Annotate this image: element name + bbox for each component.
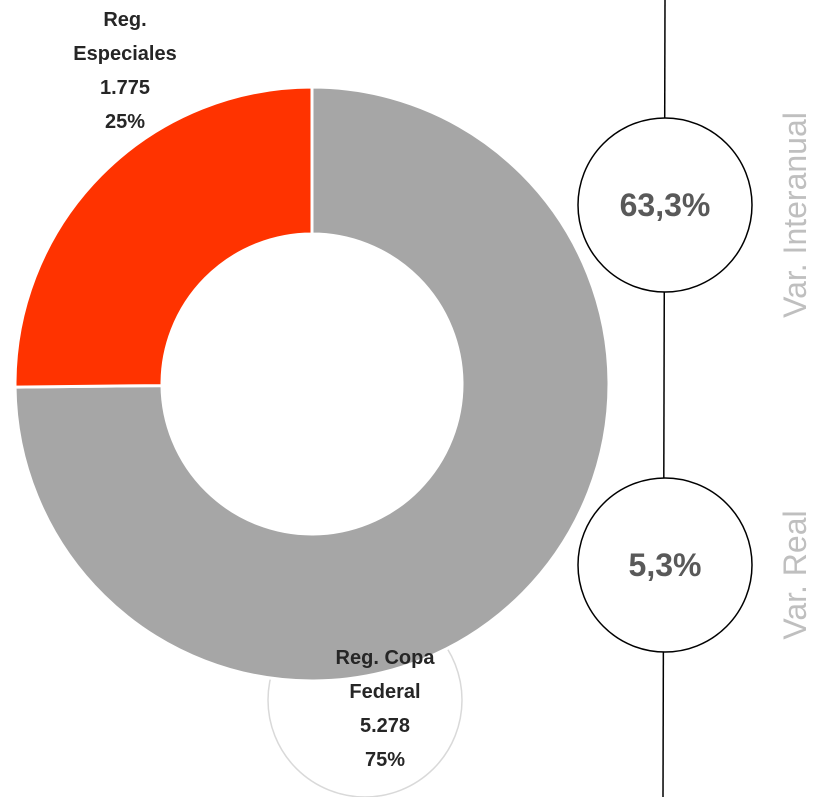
donut-slice — [13, 85, 314, 389]
indicator-value: 63,3% — [620, 187, 711, 223]
category-label: Reg. Copa Federal — [335, 647, 435, 703]
indicator-circle — [577, 477, 753, 653]
indicator-label: Var. Real — [777, 510, 813, 639]
category-label: Reg. Especiales — [73, 9, 177, 65]
slice-label: Reg. Copa Federal 5.278 75% — [325, 641, 445, 777]
percent-label: 25% — [104, 111, 146, 133]
indicator-circle — [577, 117, 753, 293]
percent-label: 75% — [364, 749, 406, 771]
indicator-label: Var. Interanual — [777, 112, 813, 318]
indicator-value: 5,3% — [629, 547, 702, 583]
value-label: 5.278 — [359, 715, 411, 737]
donut-slice — [13, 85, 611, 683]
slice-label: Reg. Especiales 1.775 25% — [65, 3, 185, 139]
value-label: 1.775 — [99, 77, 151, 99]
